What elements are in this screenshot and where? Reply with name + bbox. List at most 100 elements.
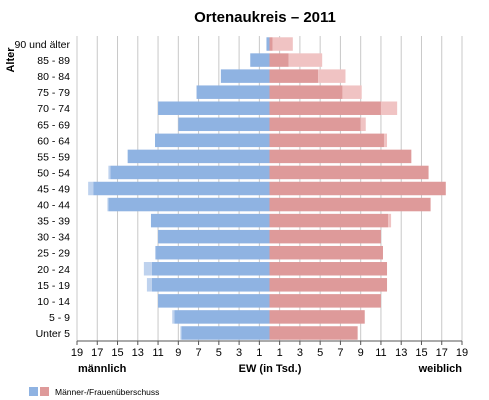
male-surplus-45-49 bbox=[88, 181, 94, 196]
category-label: 90 und älter bbox=[15, 39, 71, 51]
x-tick-label: 5 bbox=[216, 347, 222, 359]
x-tick-label: 15 bbox=[415, 347, 427, 359]
category-label: 55 - 59 bbox=[37, 151, 70, 163]
x-axis-label: EW (in Tsd.) bbox=[239, 363, 302, 375]
female-surplus-85-89 bbox=[288, 53, 323, 67]
x-tick-label: 7 bbox=[196, 347, 202, 359]
male-bar-60-64 bbox=[155, 133, 270, 148]
legend: Männer-/Frauenüberschuss bbox=[29, 387, 159, 397]
male-bar-70-74 bbox=[158, 101, 270, 115]
female-bar-80-84 bbox=[269, 69, 319, 83]
female-label: weiblich bbox=[418, 363, 463, 375]
male-surplus-50-54 bbox=[108, 165, 111, 180]
male-bar-50-54 bbox=[110, 165, 270, 180]
male-bar-80-84 bbox=[220, 69, 270, 83]
female-bar-40-44 bbox=[269, 197, 431, 212]
male-bar-45-49 bbox=[93, 181, 270, 196]
legend-swatch-female bbox=[40, 387, 49, 396]
chart-title: Ortenaukreis – 2011 bbox=[194, 9, 336, 26]
female-bar-20-24 bbox=[269, 262, 388, 276]
male-surplus-25-29 bbox=[155, 245, 157, 260]
category-label: 35 - 39 bbox=[37, 216, 70, 228]
female-bar-30-34 bbox=[269, 229, 381, 244]
x-tick-label: 3 bbox=[297, 347, 303, 359]
legend-swatch-male bbox=[29, 387, 38, 396]
female-bar-10-14 bbox=[269, 294, 381, 308]
category-label: 10 - 14 bbox=[37, 296, 70, 308]
legend-label: Männer-/Frauenüberschuss bbox=[55, 387, 159, 397]
female-surplus-80-84 bbox=[318, 69, 346, 83]
category-label: 30 - 34 bbox=[37, 232, 70, 244]
male-bar-85-89 bbox=[250, 53, 270, 67]
male-surplus-15-19 bbox=[146, 278, 152, 292]
y-axis-label: Alter bbox=[5, 47, 17, 73]
female-bar-50-54 bbox=[269, 165, 429, 180]
category-label: 70 - 74 bbox=[37, 103, 70, 115]
female-surplus-60-64 bbox=[383, 133, 388, 148]
female-surplus-75-79 bbox=[342, 85, 362, 99]
category-label: 60 - 64 bbox=[37, 135, 70, 147]
female-bar-25-29 bbox=[269, 245, 383, 260]
category-label: 85 - 89 bbox=[37, 55, 70, 67]
bars-group bbox=[88, 37, 446, 340]
male-surplus-unter-5 bbox=[180, 326, 182, 340]
x-tick-label: 11 bbox=[152, 347, 163, 359]
category-label: 20 - 24 bbox=[37, 264, 70, 276]
category-labels: 90 und älter 85 - 89 80 - 84 75 - 79 70 - 74… bbox=[15, 39, 71, 340]
x-tick-label: 3 bbox=[236, 347, 242, 359]
male-bar-15-19 bbox=[151, 278, 270, 292]
male-bar-5-9 bbox=[174, 310, 270, 324]
female-bar-70-74 bbox=[269, 101, 381, 115]
female-surplus-70-74 bbox=[380, 101, 398, 115]
female-surplus-35-39 bbox=[388, 213, 392, 228]
male-bar-65-69 bbox=[178, 117, 270, 132]
category-label: 25 - 29 bbox=[37, 248, 70, 260]
female-bar-65-69 bbox=[269, 117, 361, 132]
male-bar-unter-5 bbox=[181, 326, 270, 340]
x-tick-label: 9 bbox=[175, 347, 181, 359]
female-bar-35-39 bbox=[269, 213, 389, 228]
male-bar-40-44 bbox=[108, 197, 270, 212]
x-tick-label: 9 bbox=[358, 347, 364, 359]
female-surplus-65-69 bbox=[360, 117, 366, 132]
female-bar-15-19 bbox=[269, 278, 388, 292]
category-label: Unter 5 bbox=[36, 328, 71, 340]
male-surplus-5-9 bbox=[172, 310, 175, 324]
female-bar-5-9 bbox=[269, 310, 365, 324]
male-surplus-20-24 bbox=[143, 262, 152, 276]
category-label: 65 - 69 bbox=[37, 119, 70, 131]
female-surplus-90-und-lter bbox=[272, 37, 293, 51]
category-label: 80 - 84 bbox=[37, 71, 70, 83]
male-bar-25-29 bbox=[156, 245, 270, 260]
category-label: 15 - 19 bbox=[37, 280, 70, 292]
category-label: 45 - 49 bbox=[37, 184, 70, 196]
category-label: 50 - 54 bbox=[37, 167, 70, 179]
female-bar-45-49 bbox=[269, 181, 446, 196]
x-tick-label: 13 bbox=[132, 347, 144, 359]
x-tick-label: 19 bbox=[456, 347, 468, 359]
male-bar-30-34 bbox=[158, 229, 270, 244]
x-tick-label: 17 bbox=[436, 347, 448, 359]
x-tick-label: 7 bbox=[337, 347, 343, 359]
female-bar-unter-5 bbox=[269, 326, 358, 340]
female-bar-75-79 bbox=[269, 85, 343, 99]
x-tick-label: 17 bbox=[91, 347, 103, 359]
male-label: männlich bbox=[78, 363, 127, 375]
x-tick-label: 19 bbox=[71, 347, 83, 359]
category-label: 75 - 79 bbox=[37, 87, 70, 99]
female-bar-60-64 bbox=[269, 133, 384, 148]
male-surplus-40-44 bbox=[107, 197, 109, 212]
female-bar-90-und-lter bbox=[269, 37, 273, 51]
x-tick-label: 5 bbox=[317, 347, 323, 359]
x-tick-label: 1 bbox=[277, 347, 283, 359]
male-bar-20-24 bbox=[151, 262, 270, 276]
category-label: 5 - 9 bbox=[49, 312, 70, 324]
male-bar-55-59 bbox=[127, 149, 270, 164]
x-tick-label: 15 bbox=[111, 347, 123, 359]
male-bar-10-14 bbox=[158, 294, 270, 308]
male-bar-90-und-lter bbox=[266, 37, 270, 51]
male-bar-35-39 bbox=[150, 213, 270, 228]
female-bar-55-59 bbox=[269, 149, 412, 164]
x-tick-labels: 19 17 15 13 11 9 7 5 3 1 1 3 5 7 9 11 13 15 17 19 bbox=[71, 341, 468, 359]
